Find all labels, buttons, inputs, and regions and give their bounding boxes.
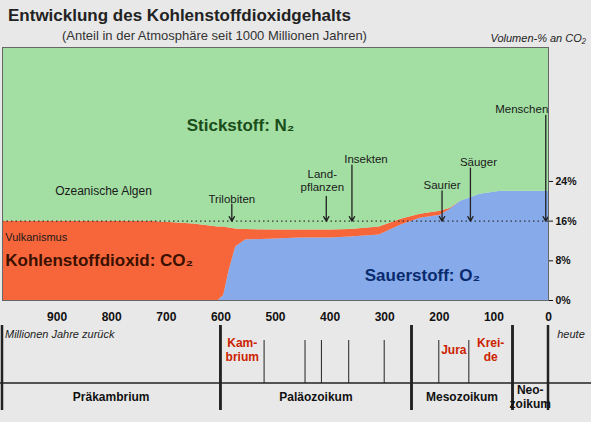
svg-text:8%: 8%	[556, 254, 572, 266]
svg-text:Ozeanische Algen: Ozeanische Algen	[55, 184, 152, 198]
svg-text:Millionen Jahre zurück: Millionen Jahre zurück	[5, 328, 115, 340]
svg-text:Vulkanismus: Vulkanismus	[5, 231, 67, 243]
svg-text:24%: 24%	[556, 175, 578, 187]
svg-text:16%: 16%	[556, 214, 578, 226]
svg-text:0: 0	[545, 310, 552, 324]
svg-text:Paläozoikum: Paläozoikum	[279, 390, 352, 404]
svg-text:700: 700	[156, 310, 176, 324]
svg-text:heute: heute	[557, 328, 585, 340]
svg-text:Jura: Jura	[441, 343, 467, 357]
svg-text:Insekten: Insekten	[344, 153, 387, 165]
svg-text:Volumen-% an CO₂: Volumen-% an CO₂	[491, 32, 587, 44]
svg-text:900: 900	[47, 310, 67, 324]
svg-text:800: 800	[102, 310, 122, 324]
svg-text:Entwicklung des Kohlenstoffdio: Entwicklung des Kohlenstoffdioxidgehalts	[8, 6, 351, 25]
svg-text:Trilobiten: Trilobiten	[208, 193, 255, 205]
svg-text:Menschen: Menschen	[495, 103, 548, 115]
svg-text:Krei-de: Krei-de	[477, 336, 504, 364]
svg-text:(Anteil in der Atmosphäre seit: (Anteil in der Atmosphäre seit 1000 Mill…	[62, 28, 367, 43]
svg-text:0%: 0%	[556, 294, 572, 306]
svg-text:Kam-brium: Kam-brium	[226, 336, 259, 364]
svg-text:Präkambrium: Präkambrium	[73, 390, 150, 404]
svg-text:Kohlenstoffdioxid: CO₂: Kohlenstoffdioxid: CO₂	[5, 251, 193, 270]
svg-text:300: 300	[375, 310, 395, 324]
svg-text:Saurier: Saurier	[423, 179, 460, 191]
svg-text:600: 600	[211, 310, 231, 324]
svg-text:100: 100	[484, 310, 504, 324]
svg-text:500: 500	[265, 310, 285, 324]
svg-text:400: 400	[320, 310, 340, 324]
svg-text:Sauerstoff: O₂: Sauerstoff: O₂	[365, 266, 480, 285]
svg-text:Mesozoikum: Mesozoikum	[426, 390, 498, 404]
svg-text:Stickstoff: N₂: Stickstoff: N₂	[187, 116, 295, 135]
svg-text:200: 200	[429, 310, 449, 324]
svg-text:Neo-zoikum: Neo-zoikum	[510, 383, 551, 411]
svg-text:Säuger: Säuger	[460, 156, 497, 168]
svg-text:Land-pflanzen: Land-pflanzen	[301, 168, 344, 193]
